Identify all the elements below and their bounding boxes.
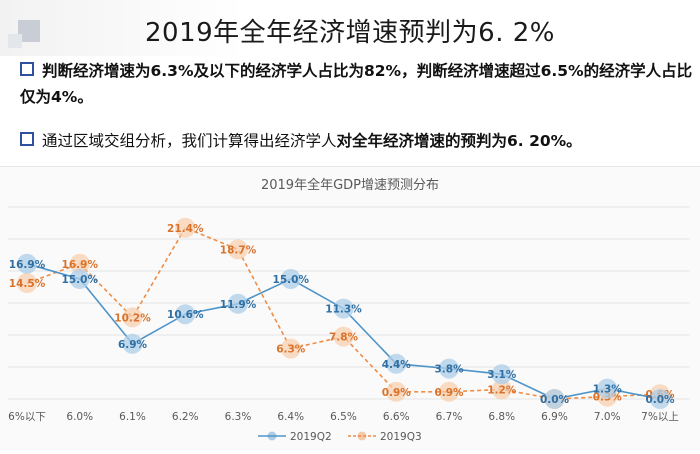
data-point-marker [122,307,143,328]
data-label: 11.3% [325,304,362,316]
logo-mark [0,12,40,52]
bullet-text-1: 判断经济增速为6.3%及以下的经济学人占比为82%，判断经济增速超过6.5%的经… [20,62,693,106]
x-tick-label: 6%以下 [8,411,46,423]
data-point-marker [491,364,512,385]
data-label: 15.0% [62,274,99,286]
data-point-marker [69,269,90,289]
data-label: 0.0% [645,394,675,406]
data-point-marker [175,304,196,325]
x-tick-label: 6.4% [277,411,304,423]
data-label: 10.6% [167,309,204,321]
data-label: 1.2% [487,384,517,396]
square-bullet-icon [20,132,34,146]
legend-marker [267,431,277,441]
chart-data-points: 14.5% 16.9% 10.2% 21.4% 18.7% 6.3% 7.8% 0.9% 0.9… [9,217,675,409]
bullet-text-2-plain: 通过区域交组分析，我们计算得出经济学人 [42,132,337,150]
x-tick-label: 6.2% [172,411,199,423]
header-background [0,0,700,56]
data-point-marker [650,389,670,409]
data-point-marker [228,239,248,260]
data-point-marker [17,273,37,293]
legend-label: 2019Q3 [380,431,422,443]
data-point-marker [386,381,407,402]
data-point-marker [17,253,37,274]
data-point-marker [597,378,618,399]
data-label: 1.3% [593,384,623,396]
chart-x-axis: 6%以下 6.0% 6.1% 6.2% 6.3% 6.4% 6.5% 6.6% 6.7% 6.8%… [8,411,679,423]
data-label: 0.0% [540,394,570,406]
data-label: 0.9% [382,387,412,399]
x-tick-label: 6.9% [541,411,568,423]
x-tick-label: 6.3% [225,411,252,423]
legend-marker [357,431,367,441]
square-bullet-icon [20,62,34,76]
chart-title: 2019年全年GDP增速预测分布 [261,177,439,193]
data-point-marker [386,353,407,374]
data-point-marker [544,389,565,409]
data-label: 14.5% [9,278,46,290]
legend-label: 2019Q2 [290,431,332,443]
x-tick-label: 6.5% [330,411,357,423]
data-point-marker [175,217,196,238]
data-label: 0.9% [434,387,464,399]
data-point-marker [280,269,301,289]
data-label: 3.1% [487,369,517,381]
x-tick-label: 6.8% [488,411,515,423]
x-tick-label: 6.7% [436,411,463,423]
x-tick-label: 7%以上 [641,411,679,423]
data-point-marker [439,358,459,379]
data-label: 16.9% [62,259,99,271]
data-label: 21.4% [167,223,204,235]
data-label: 15.0% [273,274,310,286]
data-label: 18.7% [220,244,257,256]
data-point-marker [333,298,354,319]
x-tick-label: 7.0% [594,411,621,423]
data-point-marker [439,381,459,402]
data-label: 7.8% [329,332,359,344]
chart-panel: 2019年全年GDP增速预测分布 14.5% 16.9% 10.2% 21.4% 18.… [0,166,700,450]
data-point-marker [333,326,354,347]
data-point-marker [280,338,301,359]
chart-legend: 2019Q2 2019Q3 [258,431,422,443]
data-point-marker [491,379,512,400]
data-point-marker [122,333,143,354]
data-label: 4.4% [382,359,412,371]
bullet-point-1: 判断经济增速为6.3%及以下的经济学人占比为82%，判断经济增速超过6.5%的经… [20,58,695,110]
data-point-marker [228,293,248,314]
data-label: 11.9% [220,299,257,311]
page-title: 2019年全年经济增速预判为6. 2% [145,18,555,48]
bullet-point-2: 通过区域交组分析，我们计算得出经济学人对全年经济增速的预判为6. 20%。 [20,128,582,154]
data-label: 16.9% [9,259,46,271]
data-label: 10.2% [114,312,151,324]
bullet-text-2-bold: 对全年经济增速的预判为6. 20%。 [336,132,582,150]
x-tick-label: 6.1% [119,411,146,423]
data-label: 3.8% [434,364,464,376]
gdp-forecast-chart: 2019年全年GDP增速预测分布 14.5% 16.9% 10.2% 21.4% 18.… [8,177,690,443]
data-label: 6.9% [118,339,148,351]
data-point-marker [69,253,90,274]
x-tick-label: 6.6% [383,411,410,423]
x-tick-label: 6.0% [66,411,93,423]
data-label: 6.3% [276,344,306,356]
